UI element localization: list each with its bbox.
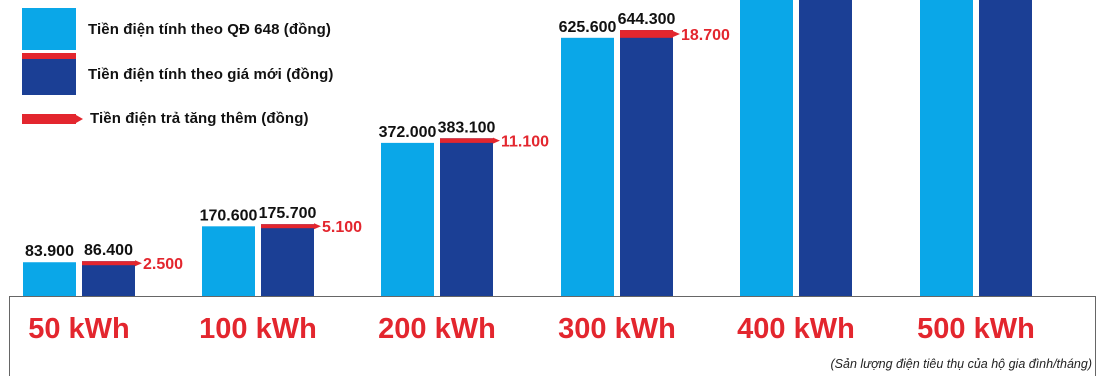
legend-item-new-price: Tiền điện tính theo giá mới (đồng): [22, 53, 333, 95]
category-tick-label: 50 kWh: [28, 313, 130, 345]
increase-value-label: 5.100: [322, 219, 362, 236]
increase-arrow: [493, 137, 500, 144]
old-price-value-label: 170.600: [200, 207, 258, 224]
old-price-value-label: 625.600: [559, 19, 617, 36]
bar-new-price: [620, 30, 673, 298]
new-price-value-label: 86.400: [84, 242, 133, 259]
old-price-value-label: 372.000: [379, 124, 437, 141]
bar-old-price: [23, 262, 76, 297]
new-price-value-label: 644.300: [618, 11, 676, 28]
old-price-value-label: 83.900: [25, 243, 74, 260]
bar-old-price: [561, 37, 614, 298]
increase-arrow: [673, 30, 680, 37]
new-price-value-label: 383.100: [438, 119, 496, 136]
legend-label-new-price: Tiền điện tính theo giá mới (đồng): [88, 65, 334, 83]
bar-new-price: [82, 261, 135, 297]
consumption-note: (Sản lượng điện tiêu thụ của hộ gia đình…: [830, 357, 1093, 371]
bar-new-price: [979, 0, 1032, 297]
category-axis-panel: [9, 296, 1096, 376]
legend-swatch-new-price: [22, 53, 76, 95]
legend-item-increase: Tiền điện trả tăng thêm (đồng): [22, 110, 309, 127]
increase-arrow: [135, 260, 142, 267]
category-tick-label: 200 kWh: [378, 313, 496, 345]
bar-increase-segment: [261, 224, 314, 229]
legend-item-old-price: Tiền điện tính theo QĐ 648 (đồng): [22, 8, 331, 50]
bar-old-price: [202, 226, 255, 297]
bar-new-price: [440, 138, 493, 297]
new-price-value-label: 175.700: [259, 205, 317, 222]
increase-value-label: 2.500: [143, 256, 183, 273]
bar-old-price: [920, 0, 973, 297]
category-tick-label: 100 kWh: [199, 313, 317, 345]
increase-value-label: 11.100: [501, 134, 549, 151]
bar-increase-segment: [620, 30, 673, 38]
increase-value-label: 18.700: [681, 27, 730, 44]
category-tick-label: 300 kWh: [558, 313, 676, 345]
bar-increase-segment: [82, 261, 135, 266]
bar-old-price: [381, 142, 434, 297]
legend-label-increase: Tiền điện trả tăng thêm (đồng): [90, 110, 309, 127]
legend-swatch-increase: [22, 113, 83, 124]
category-tick-label: 400 kWh: [737, 313, 855, 345]
increase-arrow: [314, 223, 321, 230]
bar-old-price: [740, 0, 793, 297]
legend-label-old-price: Tiền điện tính theo QĐ 648 (đồng): [88, 20, 332, 38]
category-tick-label: 500 kWh: [917, 313, 1035, 345]
bar-new-price: [799, 0, 852, 297]
legend-swatch-old-price: [22, 8, 76, 50]
bar-increase-segment: [440, 138, 493, 143]
bar-new-price: [261, 224, 314, 297]
